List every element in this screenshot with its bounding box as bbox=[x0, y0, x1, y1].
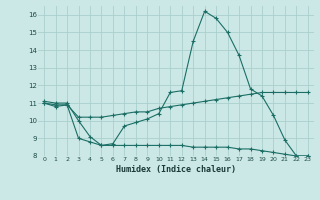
X-axis label: Humidex (Indice chaleur): Humidex (Indice chaleur) bbox=[116, 165, 236, 174]
